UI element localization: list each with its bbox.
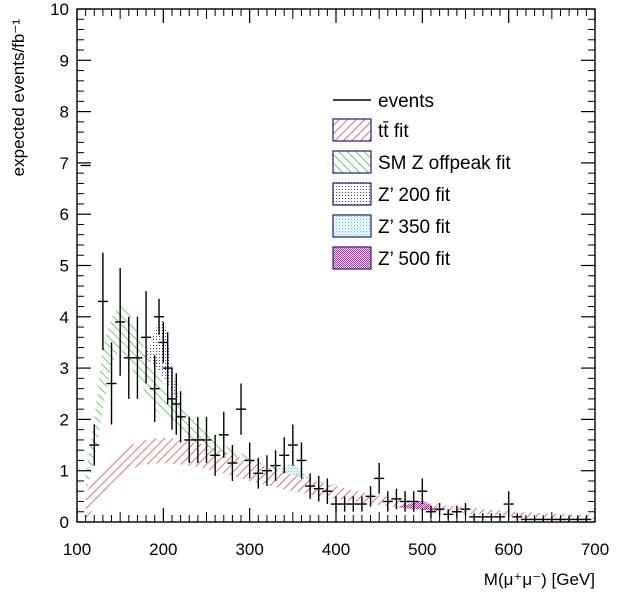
axis-ticks bbox=[76, 8, 596, 523]
x-tick-label: 400 bbox=[322, 540, 350, 559]
event-point bbox=[106, 342, 117, 425]
legend-swatch bbox=[332, 214, 372, 238]
legend-swatch bbox=[332, 246, 372, 270]
sm-z-offpeak-fit-band bbox=[85, 304, 336, 494]
x-tick-label: 700 bbox=[581, 540, 609, 559]
legend-label: Z’ 500 fit bbox=[378, 249, 451, 270]
legend-item: SM Z offpeak fit bbox=[332, 150, 511, 174]
legend-item: Z’ 500 fit bbox=[332, 246, 451, 270]
y-tick-label: 9 bbox=[60, 51, 69, 70]
y-tick-label: 8 bbox=[60, 103, 69, 122]
event-point bbox=[365, 486, 376, 507]
y-axis-label: expected events/fb⁻¹ bbox=[9, 19, 28, 177]
event-point bbox=[322, 478, 333, 505]
event-point bbox=[218, 411, 229, 458]
event-point bbox=[89, 424, 100, 466]
x-tick-label: 100 bbox=[63, 540, 91, 559]
x-tick-label: 500 bbox=[408, 540, 436, 559]
event-point bbox=[201, 416, 212, 464]
event-point bbox=[270, 450, 281, 481]
event-point bbox=[391, 488, 402, 510]
event-point bbox=[236, 383, 247, 435]
y-tick-label: 10 bbox=[50, 0, 69, 19]
zprime-500-fit-band bbox=[396, 500, 440, 512]
event-point bbox=[158, 321, 169, 363]
tick-labels: 100 200 300 400 500 600 700 0 1 2 3 4 5 6 7 8 9 10 bbox=[50, 0, 609, 559]
event-point bbox=[408, 491, 419, 512]
zprime-350-fit-band bbox=[266, 463, 311, 480]
legend: events tt̄ fit SM Z offpeak fit Z’ 200 fit Z… bbox=[332, 91, 511, 270]
y-tick-label: 1 bbox=[60, 462, 69, 481]
event-point bbox=[210, 434, 221, 476]
event-point bbox=[434, 503, 445, 516]
legend-swatch bbox=[332, 118, 372, 142]
event-point bbox=[400, 491, 411, 512]
event-point bbox=[175, 391, 186, 443]
y-tick-label: 3 bbox=[60, 359, 69, 378]
event-point bbox=[313, 475, 324, 502]
event-point bbox=[166, 368, 177, 430]
event-point bbox=[253, 457, 264, 489]
y-tick-label: 2 bbox=[60, 410, 69, 429]
legend-label: events bbox=[378, 91, 434, 112]
event-point bbox=[192, 416, 203, 464]
event-point bbox=[244, 442, 255, 479]
event-point bbox=[132, 316, 143, 399]
x-tick-label: 600 bbox=[494, 540, 522, 559]
event-point bbox=[382, 491, 393, 512]
legend-label: Z’ 350 fit bbox=[378, 217, 451, 238]
legend-swatch bbox=[332, 182, 372, 206]
y-tick-label: 0 bbox=[60, 513, 69, 532]
x-tick-label: 200 bbox=[149, 540, 177, 559]
event-point bbox=[305, 473, 316, 499]
event-point bbox=[162, 332, 173, 405]
legend-label: tt̄ fit bbox=[378, 121, 409, 142]
legend-label: Z’ 200 fit bbox=[378, 185, 451, 206]
fit-bands bbox=[85, 304, 595, 522]
legend-swatch bbox=[332, 150, 372, 174]
event-point bbox=[374, 463, 385, 494]
event-point bbox=[97, 252, 108, 351]
event-point bbox=[417, 478, 428, 505]
event-point bbox=[261, 455, 272, 487]
y-tick-label: 5 bbox=[60, 257, 69, 276]
ttbar-fit-band bbox=[85, 437, 595, 522]
y-tick-label: 7 bbox=[60, 154, 69, 173]
event-point bbox=[227, 445, 238, 481]
x-axis-label: M(μ⁺μ⁻) [GeV] bbox=[484, 570, 595, 589]
event-point bbox=[184, 416, 195, 464]
legend-item: events bbox=[333, 91, 434, 112]
event-point bbox=[141, 291, 152, 384]
event-point bbox=[279, 437, 290, 474]
event-point bbox=[123, 316, 134, 399]
y-tick-label: 4 bbox=[60, 308, 69, 327]
event-point bbox=[348, 496, 359, 512]
event-point bbox=[154, 298, 165, 335]
event-point bbox=[171, 373, 182, 435]
legend-label: SM Z offpeak fit bbox=[378, 153, 511, 174]
legend-item: tt̄ fit bbox=[332, 118, 409, 142]
y-tick-label: 6 bbox=[60, 205, 69, 224]
event-point bbox=[115, 268, 126, 376]
event-point bbox=[356, 496, 367, 512]
event-point bbox=[287, 424, 298, 466]
x-tick-label: 300 bbox=[235, 540, 263, 559]
event-point bbox=[149, 355, 160, 422]
legend-item: Z’ 200 fit bbox=[332, 182, 451, 206]
event-point bbox=[296, 442, 307, 479]
legend-item: Z’ 350 fit bbox=[332, 214, 451, 238]
event-point bbox=[339, 496, 350, 512]
